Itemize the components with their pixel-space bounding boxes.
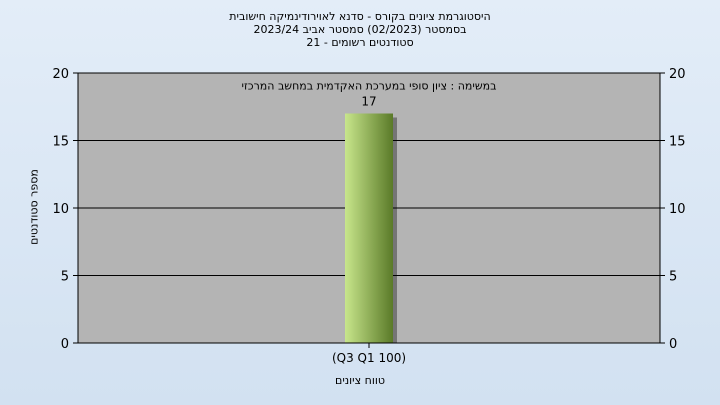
y-tick-label-right: 15: [669, 135, 686, 150]
y-tick-label-left: 15: [52, 135, 69, 150]
y-tick-label-left: 20: [52, 67, 69, 82]
title-line-2: בסמסטר (02/2023) סמסטר אביב 2023/24: [253, 23, 467, 36]
y-tick-label-left: 10: [52, 202, 69, 217]
y-tick-label-left: 0: [61, 337, 69, 352]
chart-title: היסטוגרמת ציונים בקורס - סדנא לאוירודינמ…: [0, 10, 720, 49]
y-tick-label-right: 5: [669, 270, 677, 285]
y-tick-label-right: 10: [669, 202, 686, 217]
data-label: 17: [361, 95, 376, 109]
x-axis-label: טווח ציונים: [335, 374, 385, 387]
y-tick-label-right: 20: [669, 67, 686, 82]
labels: 0 0 5 5 10 10 15 15 20 20 (Q3 Q1 100) 17 במשימה : צי…: [52, 67, 685, 365]
y-tick-label-right: 0: [669, 337, 677, 352]
title-line-1: היסטוגרמת ציונים בקורס - סדנא לאוירודינמ…: [229, 10, 491, 23]
bars: [345, 113, 397, 343]
y-axis-label: מספר סטודנטים: [27, 169, 41, 245]
bar: [345, 113, 393, 343]
title-line-3: סטודנטים רשומים - 21: [306, 36, 414, 49]
x-tick-label: (Q3 Q1 100): [332, 351, 406, 365]
y-tick-label-left: 5: [61, 270, 69, 285]
annotation: במשימה : ציון סופי במערכת האקדמית במחשב …: [242, 80, 497, 93]
axes: [73, 72, 665, 348]
